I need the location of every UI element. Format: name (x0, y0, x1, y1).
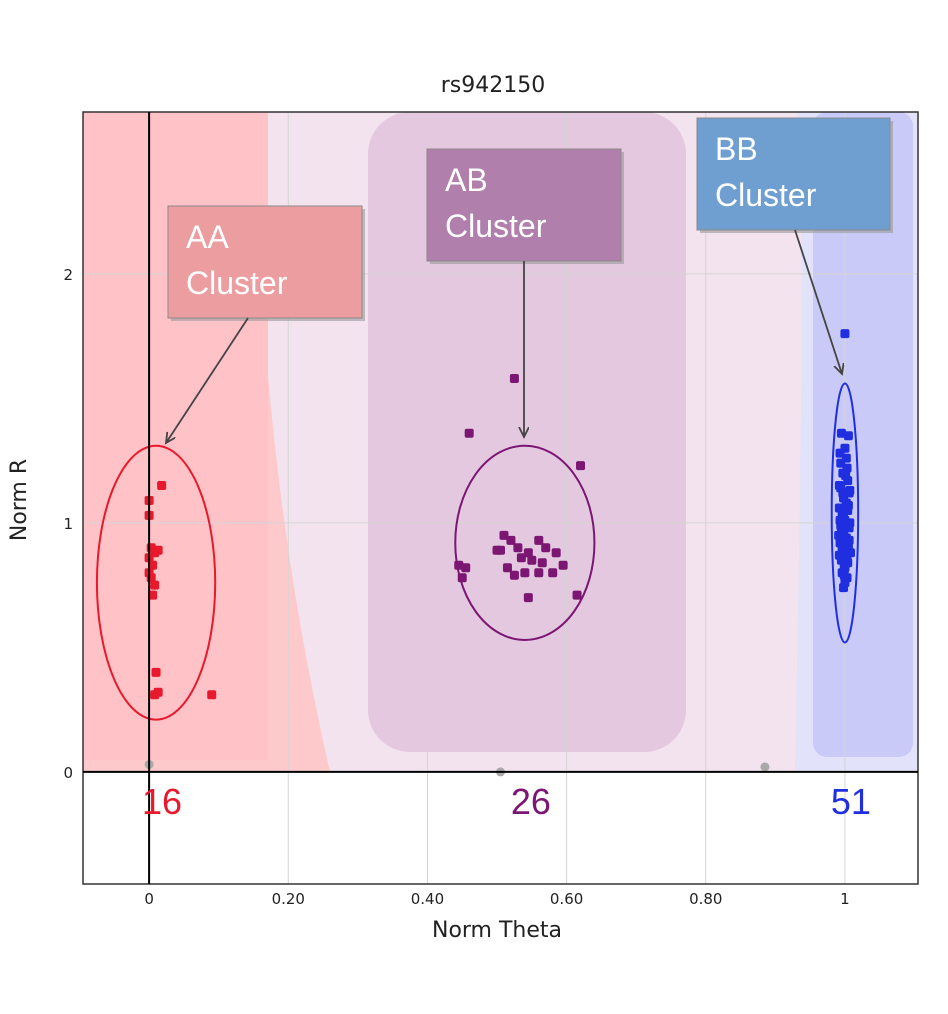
ab-callout-text: Cluster (445, 208, 547, 244)
x-tick-label: 0.20 (272, 890, 305, 908)
y-tick-label: 2 (63, 266, 73, 284)
aa-count-label: 16 (142, 781, 182, 822)
data-points (144, 329, 856, 777)
axes: 0 0.20 0.40 0.60 0.80 1 0 1 2 16 26 51 (63, 111, 919, 908)
bb-point (839, 508, 849, 518)
x-tick-label: 1 (840, 890, 850, 908)
aa-callout-box (167, 205, 363, 319)
chart-title: rs942150 (441, 73, 546, 98)
ab-point (499, 530, 509, 540)
aa-point (148, 560, 158, 570)
ab-ellipse (454, 444, 596, 641)
aa-ellipse (95, 444, 217, 721)
bb-point (839, 570, 849, 580)
no-call-point (760, 762, 770, 772)
bb-point (836, 428, 846, 438)
ab-point (548, 568, 558, 578)
ab-count-label: 26 (511, 781, 551, 822)
bb-point (834, 481, 844, 491)
bb-point (840, 563, 850, 573)
ab-point (513, 543, 523, 553)
bb-point (841, 471, 851, 481)
ab-point (464, 428, 474, 438)
bb-point (835, 515, 845, 525)
ab-point (572, 590, 582, 600)
x-tick-label: 0 (144, 890, 154, 908)
cluster-ellipses (95, 382, 860, 721)
aa-callout-text: AA (186, 219, 229, 255)
y-tick-label: 0 (63, 764, 73, 782)
aa-point (151, 667, 161, 677)
bb-point (840, 329, 850, 339)
aa-point (150, 580, 160, 590)
ab-point (502, 563, 512, 573)
ab-callout-box (426, 148, 622, 262)
bb-point (843, 520, 853, 530)
x-tick-label: 0.60 (550, 890, 583, 908)
bb-point (842, 553, 852, 563)
ab-point (457, 573, 467, 583)
x-axis-title: Norm Theta (432, 918, 562, 943)
aa-point (207, 690, 217, 700)
ab-point (541, 543, 551, 553)
bb-callout-text: BB (715, 131, 758, 167)
ab-point (509, 373, 519, 383)
aa-callout-text: Cluster (186, 265, 288, 301)
ab-point (537, 558, 547, 568)
ab-point (527, 555, 537, 565)
bb-point (843, 500, 853, 510)
y-tick-label: 1 (63, 515, 73, 533)
bb-count-label: 51 (831, 781, 871, 822)
ab-point (461, 563, 471, 573)
bb-point (845, 486, 855, 496)
ab-point (523, 593, 533, 603)
aa-point (148, 590, 158, 600)
ab-point (576, 461, 586, 471)
plot-frame (82, 111, 919, 885)
bb-point (843, 431, 853, 441)
y-axis-title: Norm R (7, 459, 32, 541)
ab-point (558, 560, 568, 570)
bb-callout-arrow (794, 229, 842, 374)
bb-callout-box (696, 117, 891, 231)
aa-point (157, 481, 167, 491)
bb-point (841, 453, 851, 463)
bb-ellipse (830, 382, 860, 644)
aa-point (153, 687, 163, 697)
bb-point (837, 543, 847, 553)
x-tick-label: 0.80 (689, 890, 722, 908)
ab-point (506, 535, 516, 545)
bb-point (834, 550, 844, 560)
ab-point (516, 553, 526, 563)
ab-point (523, 548, 533, 558)
ab-point (454, 560, 464, 570)
aa-point (153, 545, 163, 555)
ab-callout-text: AB (445, 162, 488, 198)
ab-point (509, 570, 519, 580)
bb-point (838, 488, 848, 498)
cluster-callouts: AA Cluster AB Cluster BB Cluster (166, 117, 893, 443)
bb-callout-text: Cluster (715, 177, 817, 213)
x-tick-label: 0.40 (411, 890, 444, 908)
ab-point (551, 548, 561, 558)
ab-point (492, 545, 502, 555)
ab-point (534, 568, 544, 578)
bb-point (839, 583, 849, 593)
bb-region-core (813, 112, 913, 757)
ab-point (534, 535, 544, 545)
ab-point (520, 568, 530, 578)
aa-callout-arrow (166, 317, 249, 443)
bb-point (844, 535, 854, 545)
